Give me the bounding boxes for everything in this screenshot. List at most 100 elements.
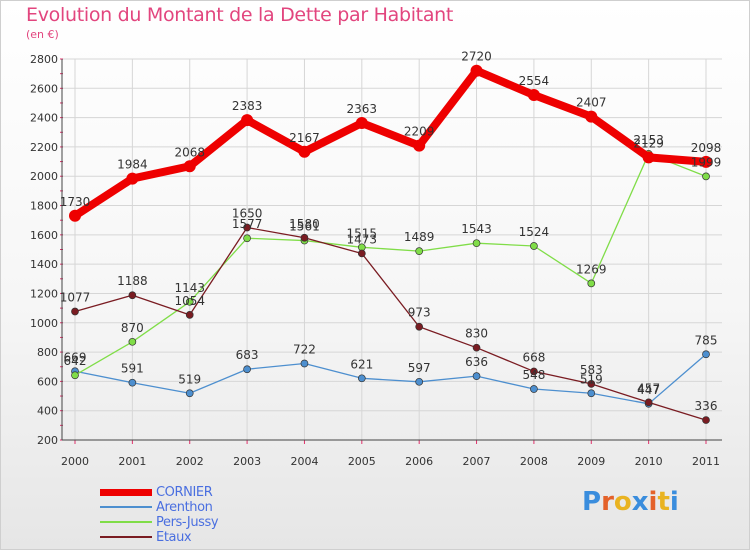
x-tick-label: 2003 bbox=[233, 455, 261, 468]
data-label: 548 bbox=[522, 368, 545, 382]
logo-letter: P bbox=[582, 487, 602, 517]
x-tick-label: 2008 bbox=[520, 455, 548, 468]
x-tick-label: 2011 bbox=[692, 455, 720, 468]
data-point bbox=[128, 291, 137, 300]
data-point bbox=[702, 172, 710, 181]
data-point bbox=[530, 367, 538, 376]
data-point bbox=[530, 242, 538, 250]
data-point bbox=[415, 377, 424, 386]
data-label: 830 bbox=[465, 327, 488, 341]
data-point bbox=[298, 145, 311, 158]
x-tick-label: 2002 bbox=[176, 455, 204, 468]
data-label: 1999 bbox=[691, 155, 722, 169]
y-tick-label: 2600 bbox=[30, 82, 58, 95]
data-label: 621 bbox=[350, 357, 373, 371]
proxiti-logo: Proxiti bbox=[582, 487, 679, 517]
data-label: 1580 bbox=[289, 217, 320, 231]
data-label: 2383 bbox=[232, 99, 263, 113]
legend-label: Arenthon bbox=[156, 500, 213, 515]
data-point bbox=[357, 374, 366, 383]
x-tick-label: 2005 bbox=[348, 455, 376, 468]
data-label: 1077 bbox=[60, 290, 91, 304]
y-tick-label: 2400 bbox=[30, 112, 58, 125]
data-point bbox=[530, 385, 538, 393]
data-label: 642 bbox=[64, 354, 87, 368]
data-point bbox=[185, 297, 194, 306]
data-label: 583 bbox=[580, 363, 603, 377]
x-tick-label: 2000 bbox=[61, 455, 89, 468]
data-label: 1577 bbox=[232, 217, 263, 231]
x-tick-label: 2004 bbox=[290, 455, 318, 468]
data-label: 669 bbox=[64, 350, 87, 364]
legend-label: Etaux bbox=[156, 530, 192, 545]
legend-item: Pers-Jussy bbox=[100, 515, 320, 530]
y-tick-label: 1600 bbox=[30, 229, 58, 242]
data-point bbox=[243, 234, 251, 243]
data-label: 870 bbox=[121, 321, 144, 335]
data-label: 447 bbox=[637, 383, 660, 397]
data-point bbox=[527, 89, 540, 102]
data-label: 1524 bbox=[519, 225, 550, 239]
series-line-cornier bbox=[71, 66, 710, 220]
x-tick-label: 2010 bbox=[635, 455, 663, 468]
data-label: 2098 bbox=[691, 141, 722, 155]
y-tick-label: 800 bbox=[37, 346, 58, 359]
data-label: 457 bbox=[637, 381, 660, 395]
data-point bbox=[71, 307, 79, 316]
data-point bbox=[300, 233, 309, 242]
data-label: 1188 bbox=[117, 274, 148, 288]
data-point bbox=[415, 247, 424, 255]
data-point bbox=[355, 117, 368, 130]
data-label: 519 bbox=[580, 372, 603, 386]
data-label: 2209 bbox=[404, 125, 435, 139]
logo-letter: i bbox=[648, 487, 658, 517]
y-tick-label: 600 bbox=[37, 375, 58, 388]
legend-label: CORNIER bbox=[156, 485, 213, 500]
data-label: 591 bbox=[121, 362, 144, 376]
data-label: 668 bbox=[522, 350, 545, 364]
data-point bbox=[587, 389, 596, 398]
y-tick-label: 2200 bbox=[30, 141, 58, 154]
logo-letter: t bbox=[657, 487, 670, 517]
data-point bbox=[415, 322, 424, 331]
logo-letter: o bbox=[613, 487, 632, 517]
data-label: 2363 bbox=[347, 102, 378, 116]
data-label: 1515 bbox=[347, 226, 378, 240]
legend-label: Pers-Jussy bbox=[156, 515, 219, 530]
data-label: 1489 bbox=[404, 230, 435, 244]
x-tick-label: 2009 bbox=[577, 455, 605, 468]
data-point bbox=[185, 311, 194, 319]
logo-letter: x bbox=[631, 487, 649, 517]
data-label: 1984 bbox=[117, 158, 148, 172]
data-label: 2167 bbox=[289, 131, 320, 145]
data-label: 636 bbox=[465, 355, 488, 369]
data-point bbox=[183, 160, 196, 173]
data-point bbox=[71, 371, 79, 380]
data-label: 973 bbox=[408, 306, 431, 320]
x-tick-label: 2006 bbox=[405, 455, 433, 468]
data-label: 2720 bbox=[461, 50, 492, 64]
data-point bbox=[241, 114, 254, 127]
logo-letter: r bbox=[601, 487, 614, 517]
data-point bbox=[185, 389, 194, 398]
data-point bbox=[587, 380, 596, 388]
data-label: 2554 bbox=[519, 74, 550, 88]
data-label: 722 bbox=[293, 343, 316, 357]
legend-swatch bbox=[100, 536, 152, 538]
data-point bbox=[644, 398, 653, 407]
y-tick-label: 1800 bbox=[30, 200, 58, 213]
data-point bbox=[472, 372, 481, 380]
data-label: 519 bbox=[178, 372, 201, 386]
data-point bbox=[642, 151, 655, 164]
legend-item: Arenthon bbox=[100, 500, 320, 515]
x-tick-label: 2007 bbox=[463, 455, 491, 468]
legend-swatch bbox=[100, 506, 152, 508]
data-point bbox=[587, 279, 596, 288]
legend-swatch bbox=[100, 489, 152, 496]
x-tick-label: 2001 bbox=[118, 455, 146, 468]
legend-item: Etaux bbox=[100, 530, 320, 545]
data-label: 1269 bbox=[576, 262, 607, 276]
data-point bbox=[243, 223, 251, 232]
